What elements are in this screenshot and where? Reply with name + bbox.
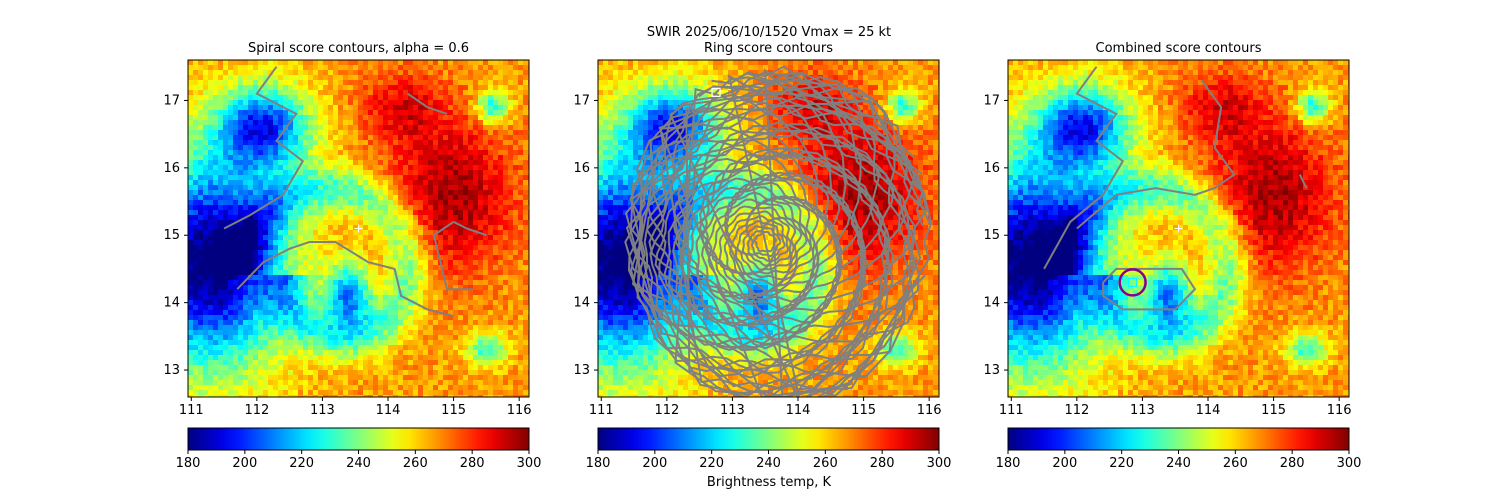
- x-tick-label: 116: [917, 403, 942, 418]
- colorbar-tick-label: 300: [1337, 456, 1362, 471]
- brightness-temperature-image: [188, 60, 534, 401]
- colorbar-tick-label: 280: [1280, 456, 1305, 471]
- x-tick-label: 116: [1327, 403, 1352, 418]
- y-tick-label: 15: [163, 228, 180, 243]
- panel-title: Spiral score contours, alpha = 0.6: [248, 41, 469, 56]
- y-tick-label: 14: [163, 296, 180, 311]
- colorbar-label: Brightness temp, K: [707, 475, 832, 490]
- y-tick-label: 16: [163, 161, 180, 176]
- colorbar-tick-label: 220: [1109, 456, 1134, 471]
- panel-title: Ring score contours: [704, 41, 833, 56]
- y-tick-label: 15: [573, 228, 590, 243]
- x-tick-label: 116: [507, 403, 532, 418]
- colorbar-tick-label: 280: [870, 456, 895, 471]
- colorbar-tick-label: 220: [289, 456, 314, 471]
- colorbar: [1008, 428, 1349, 450]
- brightness-temperature-image: [1008, 60, 1354, 401]
- x-tick-label: 115: [851, 403, 876, 418]
- y-tick-label: 13: [983, 363, 1000, 378]
- y-tick-label: 13: [573, 363, 590, 378]
- y-tick-label: 14: [573, 296, 590, 311]
- y-tick-label: 17: [573, 93, 590, 108]
- x-tick-label: 115: [1261, 403, 1286, 418]
- colorbar-tick-label: 300: [517, 456, 542, 471]
- x-tick-label: 112: [244, 403, 269, 418]
- x-tick-label: 111: [999, 403, 1024, 418]
- x-tick-label: 115: [441, 403, 466, 418]
- x-tick-label: 113: [1130, 403, 1155, 418]
- y-tick-label: 13: [163, 363, 180, 378]
- colorbar: [598, 428, 939, 450]
- colorbar-tick-label: 220: [699, 456, 724, 471]
- x-tick-label: 114: [786, 403, 811, 418]
- y-tick-label: 16: [983, 161, 1000, 176]
- colorbar-tick-label: 180: [176, 456, 201, 471]
- colorbar-tick-label: 280: [460, 456, 485, 471]
- colorbar-tick-label: 180: [586, 456, 611, 471]
- colorbar-tick-label: 240: [756, 456, 781, 471]
- colorbar-tick-label: 260: [813, 456, 838, 471]
- colorbar-tick-label: 180: [996, 456, 1021, 471]
- colorbar-tick-label: 200: [232, 456, 257, 471]
- panel-1: Spiral score contours, alpha = 0.6 111 112…: [163, 41, 541, 471]
- figure-suptitle: SWIR 2025/06/10/1520 Vmax = 25 kt: [647, 25, 891, 40]
- y-tick-label: 14: [983, 296, 1000, 311]
- x-tick-label: 114: [1196, 403, 1221, 418]
- colorbar: [188, 428, 529, 450]
- x-tick-label: 113: [720, 403, 745, 418]
- y-tick-label: 17: [163, 93, 180, 108]
- x-tick-label: 112: [1064, 403, 1089, 418]
- panel-title: Combined score contours: [1096, 41, 1262, 56]
- x-tick-label: 111: [179, 403, 204, 418]
- x-tick-label: 114: [376, 403, 401, 418]
- colorbar-tick-label: 260: [1223, 456, 1248, 471]
- x-tick-label: 112: [654, 403, 679, 418]
- colorbar-tick-label: 240: [346, 456, 371, 471]
- colorbar-tick-label: 300: [927, 456, 952, 471]
- y-tick-label: 16: [573, 161, 590, 176]
- panel-2: Ring score contours 111 112 113 114 115 116 13 1…: [573, 41, 951, 471]
- colorbar-tick-label: 200: [642, 456, 667, 471]
- colorbar-tick-label: 260: [403, 456, 428, 471]
- x-tick-label: 111: [589, 403, 614, 418]
- y-tick-label: 17: [983, 93, 1000, 108]
- panel-3: Combined score contours 111 112 113 114 115 11…: [983, 41, 1361, 471]
- colorbar-tick-label: 240: [1166, 456, 1191, 471]
- colorbar-tick-label: 200: [1052, 456, 1077, 471]
- y-tick-label: 15: [983, 228, 1000, 243]
- x-tick-label: 113: [310, 403, 335, 418]
